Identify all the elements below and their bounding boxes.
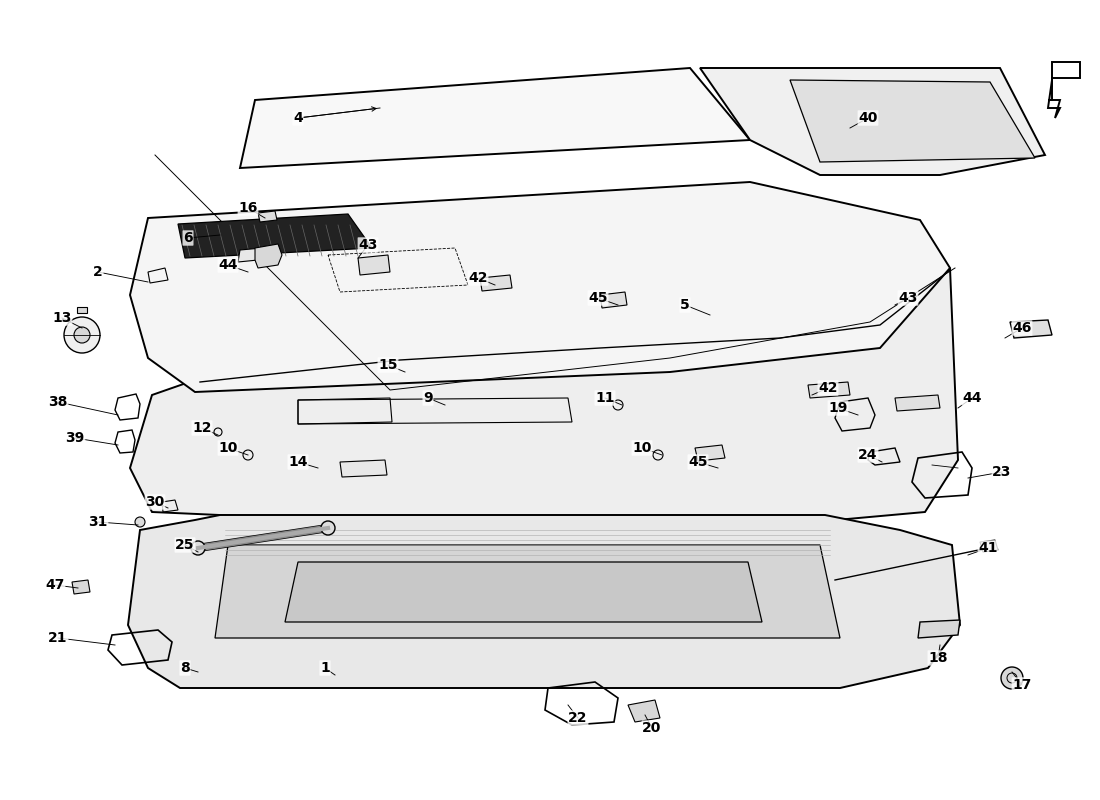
Polygon shape [918,620,960,638]
Text: 25: 25 [175,538,195,552]
Text: 47: 47 [45,578,65,592]
Text: 38: 38 [48,395,68,409]
Polygon shape [358,255,390,275]
Text: 44: 44 [218,258,238,272]
Text: 6: 6 [184,231,192,245]
Polygon shape [980,540,998,552]
Polygon shape [128,515,960,688]
Text: 13: 13 [53,311,72,325]
Polygon shape [895,395,940,411]
Text: 21: 21 [48,631,68,645]
Circle shape [74,327,90,343]
Text: 46: 46 [1012,321,1032,335]
Text: 16: 16 [239,201,257,215]
Circle shape [64,317,100,353]
Polygon shape [808,382,850,398]
Polygon shape [130,268,958,535]
Text: 2: 2 [94,265,103,279]
Text: 39: 39 [65,431,85,445]
Polygon shape [285,562,762,622]
Text: 30: 30 [145,495,165,509]
Polygon shape [790,80,1035,162]
Text: 20: 20 [642,721,662,735]
Text: 8: 8 [180,661,190,675]
Text: 45: 45 [588,291,607,305]
Polygon shape [700,68,1045,175]
Polygon shape [628,700,660,722]
Text: 45: 45 [689,455,707,469]
Polygon shape [238,248,262,262]
Text: 18: 18 [928,651,948,665]
Text: 22: 22 [569,711,587,725]
Text: 40: 40 [858,111,878,125]
Polygon shape [77,307,87,313]
Circle shape [135,517,145,527]
Text: 14: 14 [288,455,308,469]
Polygon shape [258,211,277,222]
Text: 44: 44 [962,391,981,405]
Text: 42: 42 [469,271,487,285]
Text: 41: 41 [978,541,998,555]
Text: 5: 5 [680,298,690,312]
Text: 23: 23 [992,465,1012,479]
Circle shape [321,521,336,535]
Polygon shape [178,214,372,258]
Text: 4: 4 [293,111,303,125]
Polygon shape [214,545,840,638]
Text: 31: 31 [88,515,108,529]
Polygon shape [240,68,750,168]
Text: eurospares: eurospares [306,361,814,439]
Polygon shape [255,244,282,268]
Text: 15: 15 [378,358,398,372]
Text: 10: 10 [218,441,238,455]
Polygon shape [695,445,725,461]
Text: 9: 9 [424,391,432,405]
Text: a passion for motoring since 1985: a passion for motoring since 1985 [322,336,798,364]
Text: 43: 43 [899,291,917,305]
Text: 43: 43 [359,238,377,252]
Polygon shape [130,182,950,392]
Polygon shape [600,292,627,308]
Circle shape [1001,667,1023,689]
Polygon shape [340,460,387,477]
Circle shape [191,541,205,555]
Text: 17: 17 [1012,678,1032,692]
Text: 24: 24 [858,448,878,462]
Text: 10: 10 [632,441,651,455]
Polygon shape [1010,320,1052,338]
Polygon shape [72,580,90,594]
Text: 12: 12 [192,421,211,435]
Polygon shape [480,275,512,291]
Text: 19: 19 [828,401,848,415]
Text: 11: 11 [595,391,615,405]
Text: 1: 1 [320,661,330,675]
Text: 42: 42 [818,381,838,395]
